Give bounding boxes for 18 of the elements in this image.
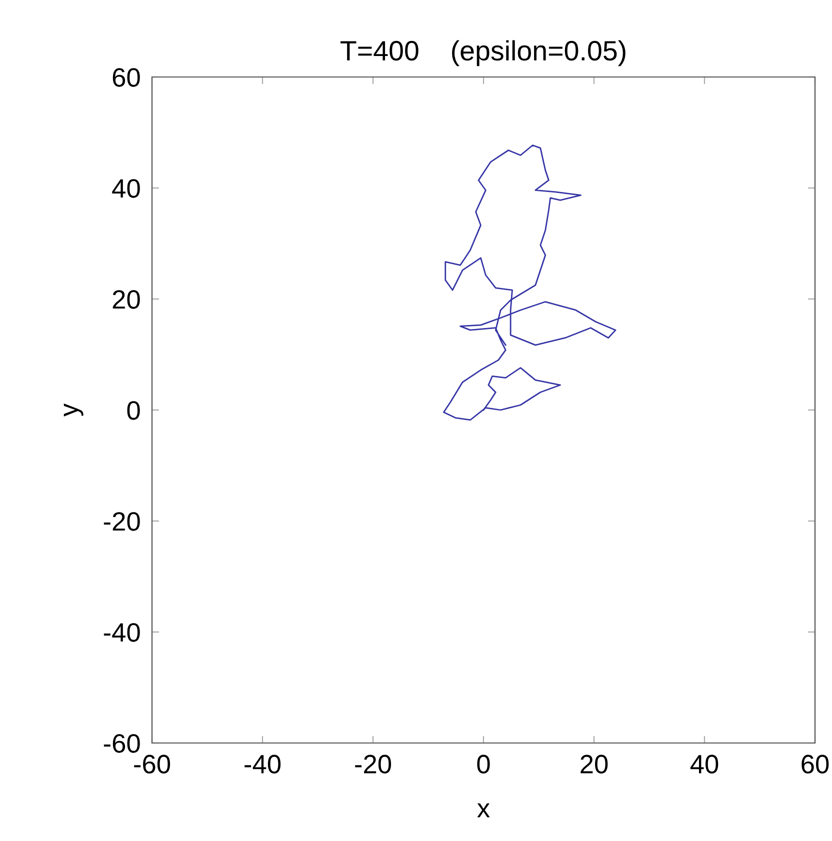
x-tick-label: -20 [355, 754, 392, 774]
y-tick-label: -40 [104, 623, 140, 642]
x-tick-label: 0 [477, 754, 490, 774]
y-tick-label: -20 [104, 512, 140, 531]
x-tick-label: 40 [690, 754, 718, 774]
chart-title: T=400 (epsilon=0.05) [340, 40, 626, 66]
y-tick-label: 20 [112, 290, 140, 309]
x-axis-title: x [477, 803, 490, 818]
x-tick-label: 60 [802, 754, 829, 774]
x-tick-label: -60 [134, 754, 170, 774]
y-tick-label: 0 [127, 401, 140, 420]
x-tick-label: 20 [580, 754, 608, 774]
y-tick-label: 60 [112, 68, 140, 87]
x-tick-label: -40 [244, 754, 281, 774]
line-series [443, 144, 616, 421]
y-tick-label: -60 [104, 734, 140, 753]
y-axis-title: y [64, 403, 84, 417]
y-tick-label: 40 [112, 179, 140, 198]
